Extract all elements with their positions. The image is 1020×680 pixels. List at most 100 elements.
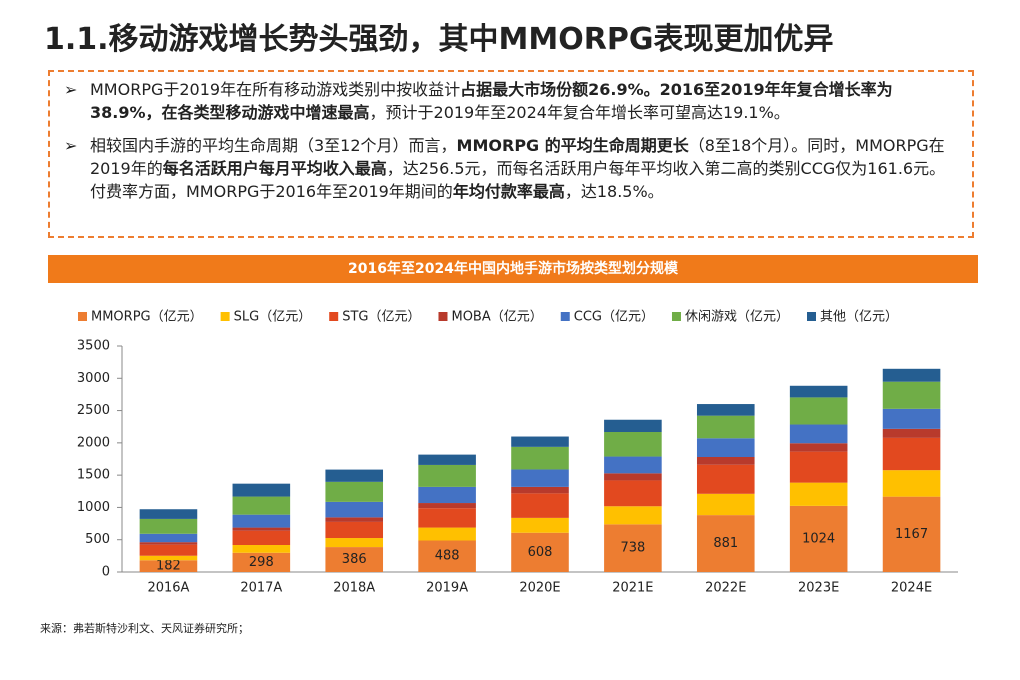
value-label: 182 — [156, 559, 181, 574]
value-label: 1024 — [802, 531, 835, 546]
bar-segment — [232, 527, 291, 531]
bar-segment — [325, 481, 384, 502]
y-tick-label: 3000 — [77, 371, 110, 386]
source-note: 来源：弗若斯特沙利文、天风证券研究所； — [40, 622, 249, 635]
legend-label: 其他（亿元） — [820, 310, 898, 325]
value-label: 608 — [528, 545, 553, 560]
bar-segment — [789, 424, 848, 444]
bullet: ➢ 相较国内手游的平均生命周期（3至12个月）而言，MMORPG 的平均生命周期更… — [64, 134, 958, 203]
bar-segment — [696, 464, 755, 494]
bar-segment — [418, 486, 476, 504]
y-tick-label: 1000 — [77, 500, 110, 515]
bar-segment — [789, 385, 848, 398]
bullet-marker: ➢ — [64, 136, 78, 155]
y-tick-label: 2500 — [77, 403, 110, 418]
value-label: 488 — [435, 549, 460, 564]
value-label: 1167 — [895, 527, 928, 542]
bullet-text: ，达18.5%。 — [564, 182, 664, 201]
value-label: 386 — [342, 552, 367, 567]
bar-segment — [511, 517, 569, 533]
chart-title: 2016年至2024年中国内地手游市场按类型划分规模 — [48, 255, 978, 283]
x-tick-label: 2023E — [798, 581, 839, 596]
bullet-text: MMORPG于2019年在所有移动游戏类别中按收益计 — [90, 80, 461, 99]
x-tick-label: 2017A — [240, 581, 282, 596]
bar-segment — [325, 501, 384, 518]
bar-segment — [604, 524, 662, 572]
bar-segment — [511, 486, 569, 494]
bar-segment — [882, 408, 941, 429]
bar-segment — [232, 483, 291, 497]
bar-segment — [418, 464, 476, 487]
bar-segment — [511, 436, 569, 447]
bar-segment — [604, 473, 662, 481]
bar-segment — [789, 443, 848, 452]
bar-segment — [882, 470, 941, 497]
bullet-text: ，达256.5元，而每名活跃用户每年平均收入第二高的类别CCG仅为161.6元。… — [90, 159, 946, 201]
bar-segment — [139, 544, 198, 556]
summary-box: ➢ MMORPG于2019年在所有移动游戏类别中按收益计占据最大市场份额26.9%… — [48, 70, 974, 238]
y-tick-label: 500 — [85, 532, 110, 547]
chart: 0 500 1000 1500 2000 2500 3000 3500 MMORPG（亿元） SL… — [77, 310, 958, 596]
x-tick-label: 2024E — [891, 581, 932, 596]
legend-swatch — [220, 312, 230, 321]
bar-segment — [511, 469, 569, 487]
bar-segment — [418, 540, 476, 572]
x-tick-label: 2020E — [519, 581, 560, 596]
bar-segment — [696, 415, 755, 439]
bar-segment — [789, 451, 848, 483]
bullet-text: ，预计于2019年至2024年复合年增长率可望高达19.1%。 — [369, 103, 790, 122]
bar-segment — [325, 538, 384, 548]
bar-segment — [604, 432, 662, 457]
y-tick-label: 0 — [102, 565, 110, 580]
bar-segment — [418, 527, 476, 541]
bar-segment — [882, 381, 941, 409]
bar-segment — [696, 456, 755, 465]
value-label: 881 — [713, 536, 738, 551]
bullet-text: 每名活跃用户每月平均收入最高 — [162, 159, 387, 178]
x-tick-label: 2022E — [705, 581, 746, 596]
bar-segment — [604, 456, 662, 474]
bar-segment — [882, 428, 941, 438]
bar-segment — [232, 514, 291, 528]
bar-segment — [511, 446, 569, 470]
bar-segment — [789, 397, 848, 425]
bar-segment — [325, 547, 384, 572]
legend-label: MMORPG（亿元） — [91, 310, 203, 325]
bar-segment — [139, 533, 198, 543]
bar-segment — [511, 493, 569, 518]
legend-label: 休闲游戏（亿元） — [685, 310, 789, 325]
slide-title: 1.1.移动游戏增长势头强劲，其中MMORPG表现更加优异 — [44, 22, 834, 57]
legend-swatch — [671, 312, 681, 321]
value-label: 738 — [620, 541, 645, 556]
bar-segment — [696, 438, 755, 457]
legend-swatch — [329, 312, 339, 321]
bar-segment — [325, 517, 384, 522]
bar-segment — [139, 509, 198, 519]
bar-segment — [789, 505, 848, 572]
y-tick-label: 3500 — [77, 339, 110, 354]
bar-segment — [325, 469, 384, 482]
bar-segment — [139, 560, 198, 572]
bar-segment — [418, 508, 476, 528]
legend-label: SLG（亿元） — [234, 310, 312, 325]
bar-segment — [696, 515, 755, 572]
legend-swatch — [438, 312, 448, 321]
bar-segment — [696, 493, 755, 516]
bullet-marker: ➢ — [64, 80, 78, 99]
bar-segment — [882, 496, 941, 572]
legend-label: CCG（亿元） — [574, 310, 654, 325]
bar-segment — [139, 518, 198, 534]
bullet-text: MMORPG 的平均生命周期更长 — [456, 136, 689, 155]
x-tick-label: 2016A — [147, 581, 189, 596]
y-tick-label: 2000 — [77, 435, 110, 450]
bar-segment — [882, 368, 941, 382]
legend-swatch — [78, 312, 87, 321]
bar-segment — [232, 545, 291, 553]
bullet-text: 年均付款率最高 — [452, 182, 565, 201]
bar-segment — [604, 419, 662, 433]
bar-segment — [139, 555, 198, 561]
y-tick-label: 1500 — [77, 468, 110, 483]
bar-segment — [789, 482, 848, 506]
bar-segment — [232, 496, 291, 515]
